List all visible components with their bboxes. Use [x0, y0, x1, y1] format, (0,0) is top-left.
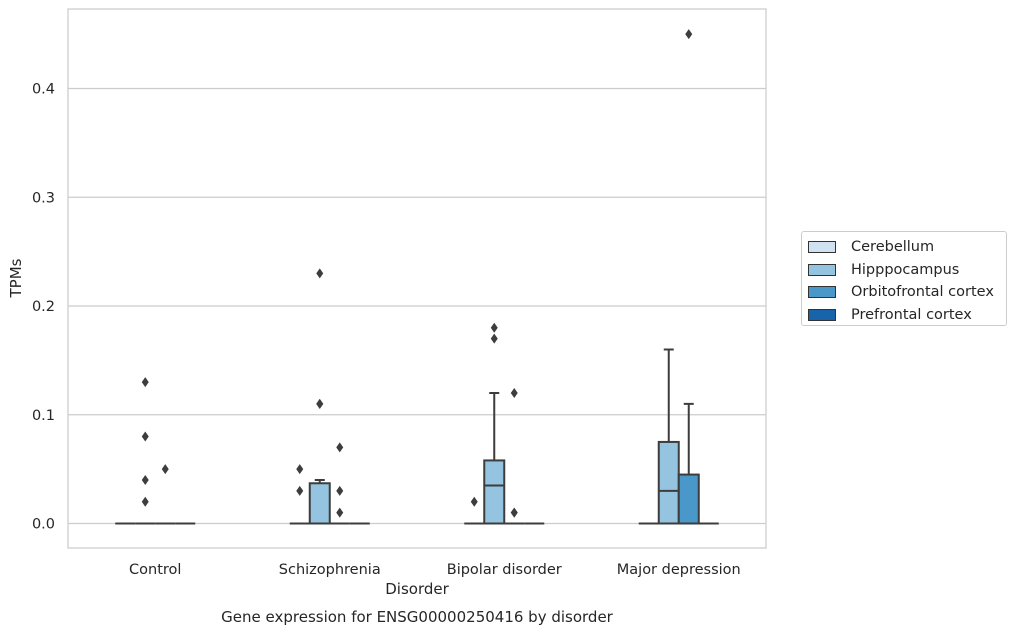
box-group	[464, 496, 485, 525]
y-tick-label: 0.2	[32, 299, 55, 315]
outlier-point	[510, 388, 518, 398]
box-group	[135, 377, 156, 525]
box-group	[289, 464, 310, 525]
legend: Cerebellum Hipppocampus Orbitofrontal co…	[801, 231, 1007, 326]
box-group	[329, 442, 350, 525]
box-group	[155, 464, 176, 525]
outlier-point	[296, 464, 304, 475]
x-tick-labels: Control Schizophrenia Bipolar disorder Majo…	[129, 562, 741, 578]
box-group	[483, 322, 506, 525]
x-tick-label: Bipolar disorder	[447, 562, 562, 578]
legend-label-hippocampus: Hipppocampus	[851, 261, 960, 278]
box-group	[677, 29, 700, 525]
outlier-point	[470, 496, 478, 507]
outlier-point	[336, 485, 344, 496]
outlier-point	[336, 507, 344, 518]
outlier-point	[141, 377, 149, 388]
outlier-point	[296, 485, 304, 496]
outlier-point	[316, 398, 324, 409]
x-tick-label: Major depression	[617, 562, 741, 578]
box	[308, 482, 331, 525]
y-tick-label: 0.0	[32, 517, 55, 533]
y-tick-labels: 0.0 0.1 0.2 0.3 0.4	[32, 82, 55, 533]
x-tick-label: Schizophrenia	[279, 562, 381, 578]
legend-swatch-hippocampus	[808, 263, 836, 276]
y-tick-label: 0.4	[32, 82, 55, 98]
legend-label-orbitofrontal-cortex: Orbitofrontal cortex	[851, 284, 994, 301]
legend-item-prefrontal-cortex: Prefrontal cortex	[808, 304, 1006, 327]
box-group	[504, 388, 525, 525]
outlier-point	[685, 29, 693, 40]
box-plots	[115, 29, 719, 525]
x-tick-label: Control	[129, 562, 181, 578]
chart-title: Gene expression for ENSG00000250416 by d…	[221, 608, 614, 626]
y-tick-label: 0.1	[32, 408, 55, 424]
box	[677, 473, 700, 525]
y-axis-label: TPMs	[7, 258, 25, 298]
outlier-point	[141, 496, 149, 507]
legend-label-prefrontal-cortex: Prefrontal cortex	[851, 306, 972, 323]
legend-item-cerebellum: Cerebellum	[808, 236, 1006, 259]
box	[657, 440, 680, 525]
box	[483, 459, 506, 525]
outlier-point	[490, 322, 498, 333]
legend-swatch-cerebellum	[808, 241, 836, 254]
legend-label-cerebellum: Cerebellum	[851, 239, 935, 256]
x-axis-label: Disorder	[385, 580, 449, 598]
legend-swatch-orbitofrontal-cortex	[808, 286, 836, 299]
outlier-point	[141, 475, 149, 485]
outlier-point	[510, 507, 518, 518]
outlier-point	[316, 268, 324, 279]
y-tick-label: 0.3	[32, 190, 55, 206]
plot-frame	[67, 8, 767, 549]
legend-swatch-prefrontal-cortex	[808, 308, 836, 321]
outlier-point	[141, 431, 149, 442]
box-group	[308, 268, 331, 525]
legend-item-hippocampus: Hipppocampus	[808, 259, 1006, 282]
outlier-point	[490, 333, 498, 344]
legend-item-orbitofrontal-cortex: Orbitofrontal cortex	[808, 281, 1006, 304]
outlier-point	[336, 442, 344, 453]
outlier-point	[161, 464, 169, 475]
